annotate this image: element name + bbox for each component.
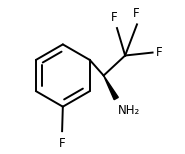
Text: F: F <box>156 46 162 59</box>
Text: F: F <box>59 137 65 150</box>
Text: F: F <box>133 7 139 20</box>
Text: F: F <box>111 11 117 24</box>
Polygon shape <box>104 76 118 100</box>
Text: NH₂: NH₂ <box>118 104 140 118</box>
